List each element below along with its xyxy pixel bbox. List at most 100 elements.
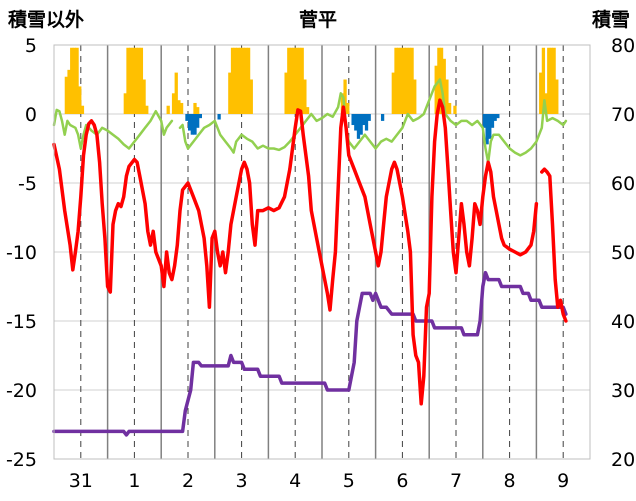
snow-precip-bar xyxy=(447,102,452,114)
snow-precip-bar xyxy=(142,79,146,114)
snow-precip-bar xyxy=(80,105,85,114)
rain-precip-bar xyxy=(196,114,200,128)
snow-precip-bar xyxy=(442,58,446,114)
snow-precip-bar xyxy=(300,47,304,115)
snow-precip-bar xyxy=(303,79,307,114)
snow-precip-bar xyxy=(552,47,556,115)
rain-precip-bar xyxy=(217,114,221,120)
snow-precip-bar xyxy=(407,47,412,115)
rain-precip-bar xyxy=(493,114,497,121)
snow-precip-bar xyxy=(233,47,237,115)
x-tick-label: 6 xyxy=(396,470,408,492)
snow-precip-bar xyxy=(397,47,401,115)
right-tick-label: 20 xyxy=(611,449,635,471)
snow-precip-bar xyxy=(439,47,444,115)
rain-precip-bar xyxy=(351,114,355,126)
snow-precip-bar xyxy=(434,65,438,114)
rain-precip-bar xyxy=(362,114,366,126)
snow-precip-bar xyxy=(340,93,345,114)
snow-precip-bar xyxy=(547,47,551,115)
plot-area xyxy=(52,44,591,460)
right-tick-label: 50 xyxy=(611,242,635,264)
left-tick-label: -15 xyxy=(6,311,37,333)
snow_depth-line xyxy=(52,270,568,437)
rain-precip-bar xyxy=(490,114,495,128)
x-tick-label: 7 xyxy=(450,470,462,492)
x-axis-ticks: 31 1 2 3 4 5 6 7 8 9 xyxy=(69,470,570,492)
snow-precip-bar xyxy=(394,47,398,115)
right-axis-title: 積雪 xyxy=(592,8,630,31)
snow-precip-bar xyxy=(145,105,149,114)
snow-precip-bar xyxy=(171,93,176,114)
rain-precip-bars xyxy=(185,114,500,145)
right-tick-label: 30 xyxy=(611,380,635,402)
snow-precip-bar xyxy=(131,47,135,115)
dewpoint-line xyxy=(52,108,174,150)
snow-precip-bars xyxy=(64,47,559,115)
rain-precip-bar xyxy=(185,114,189,121)
x-tick-label: 8 xyxy=(504,470,516,492)
right-axis-ticks: 80 70 60 50 40 30 20 xyxy=(611,35,635,471)
snow-precip-bar xyxy=(166,105,170,114)
left-tick-label: -10 xyxy=(6,242,37,264)
snow-precip-bar xyxy=(174,72,178,114)
snow-precip-bar xyxy=(236,47,240,115)
x-tick-label: 9 xyxy=(557,470,569,492)
snow-precip-bar xyxy=(244,47,248,115)
snow-precip-bar xyxy=(139,47,144,115)
snow-precip-bar xyxy=(134,47,138,115)
chart-title: 菅平 xyxy=(299,8,337,31)
left-tick-label: -5 xyxy=(18,173,37,195)
snow-precip-bar xyxy=(67,69,71,114)
snow-precip-bar xyxy=(292,47,296,115)
snow-precip-bar xyxy=(64,76,68,114)
temperature-line xyxy=(52,98,539,406)
snow-precip-bar xyxy=(123,93,127,114)
rain-precip-bar xyxy=(193,114,197,135)
right-tick-label: 60 xyxy=(611,173,635,195)
snow-precip-bar xyxy=(72,47,77,115)
left-tick-label: 5 xyxy=(25,35,37,57)
snow-precip-bar xyxy=(453,105,457,114)
left-axis-title: 積雪以外 xyxy=(8,8,84,31)
right-tick-label: 70 xyxy=(611,104,635,126)
dewpoint-line xyxy=(178,78,568,164)
rain-precip-bar xyxy=(488,114,492,139)
snow-precip-bar xyxy=(343,79,347,114)
rain-precip-bar xyxy=(485,114,489,145)
rain-precip-bar xyxy=(380,114,385,121)
x-tick-label: 1 xyxy=(128,470,140,492)
rain-precip-bar xyxy=(364,114,369,131)
snow-precip-bar xyxy=(193,102,197,114)
snow-precip-bar xyxy=(555,79,559,114)
snow-precip-bar xyxy=(287,47,291,115)
snow-precip-bar xyxy=(284,72,288,114)
rain-precip-bar xyxy=(482,114,487,128)
left-tick-label: -25 xyxy=(6,449,37,471)
snow-precip-bar xyxy=(402,47,406,115)
snow-precip-bar xyxy=(78,86,82,114)
snow-precip-bar xyxy=(196,107,200,114)
snow-precip-bar xyxy=(241,47,245,115)
snow-precip-bar xyxy=(297,47,302,115)
left-tick-label: -20 xyxy=(6,380,37,402)
plot-frame xyxy=(53,44,591,460)
snow-precip-bar xyxy=(230,47,235,115)
snow-precip-bar xyxy=(126,47,130,115)
snow-precip-bar xyxy=(410,47,414,115)
snow-precip-bar xyxy=(137,47,141,115)
snow-precip-bar xyxy=(413,79,417,114)
x-tick-label: 31 xyxy=(69,470,93,492)
snow-precip-bar xyxy=(238,47,243,115)
x-tick-label: 5 xyxy=(343,470,355,492)
snow-precip-bar xyxy=(399,47,403,115)
rain-precip-bar xyxy=(367,114,371,121)
snow-precip-bar xyxy=(129,47,133,115)
snow-precip-bar xyxy=(289,47,294,115)
series-lines xyxy=(52,78,568,437)
snow-precip-bar xyxy=(70,47,74,115)
snow-precip-bar xyxy=(246,47,251,115)
snow-precip-bar xyxy=(249,79,253,114)
x-tick-label: 3 xyxy=(236,470,248,492)
